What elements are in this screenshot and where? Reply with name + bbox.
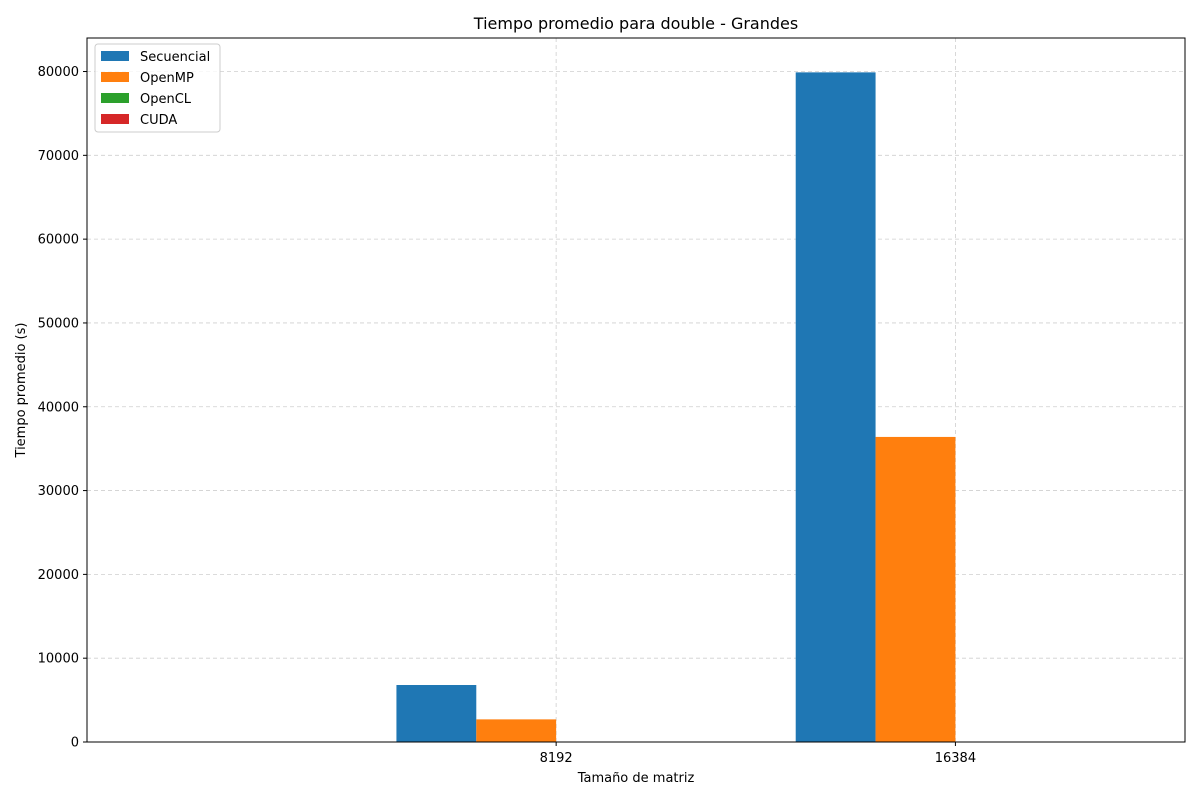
legend-label: OpenMP bbox=[140, 71, 194, 86]
legend-swatch bbox=[101, 72, 129, 82]
bar-secuencial-8192 bbox=[396, 685, 477, 742]
x-axis-title: Tamaño de matriz bbox=[577, 771, 695, 786]
plot-area bbox=[87, 38, 1185, 742]
legend-label: CUDA bbox=[140, 113, 177, 128]
y-tick-label: 70000 bbox=[38, 149, 79, 164]
y-tick-label: 20000 bbox=[38, 568, 79, 583]
bar-openmp-8192 bbox=[476, 719, 557, 742]
legend-label: OpenCL bbox=[140, 92, 192, 107]
x-tick-label: 8192 bbox=[540, 751, 573, 766]
bar-openmp-16384 bbox=[875, 436, 956, 742]
plot-frame bbox=[86, 37, 1186, 743]
chart-title: Tiempo promedio para double - Grandes bbox=[473, 14, 798, 33]
y-axis: 0 10000 20000 30000 40000 50000 60000 70000 8000… bbox=[38, 65, 87, 751]
legend-box bbox=[94, 43, 221, 133]
legend-swatch bbox=[101, 114, 129, 124]
x-axis: 8192 16384 bbox=[540, 742, 976, 766]
bar-secuencial-16384 bbox=[795, 72, 876, 742]
y-tick-label: 30000 bbox=[38, 484, 79, 499]
x-tick-label: 16384 bbox=[935, 751, 976, 766]
legend-swatch bbox=[101, 93, 129, 103]
y-tick-label: 60000 bbox=[38, 233, 79, 248]
y-axis-title: Tiempo promedio (s) bbox=[14, 323, 29, 459]
legend: Secuencial OpenMP OpenCL CUDA bbox=[94, 43, 221, 133]
y-tick-label: 10000 bbox=[38, 652, 79, 667]
y-tick-label: 50000 bbox=[38, 316, 79, 331]
y-tick-label: 0 bbox=[71, 736, 79, 751]
y-tick-label: 40000 bbox=[38, 400, 79, 415]
legend-label: Secuencial bbox=[140, 50, 210, 65]
y-tick-label: 80000 bbox=[38, 65, 79, 80]
legend-swatch bbox=[101, 51, 129, 61]
bars-layer bbox=[396, 72, 956, 742]
